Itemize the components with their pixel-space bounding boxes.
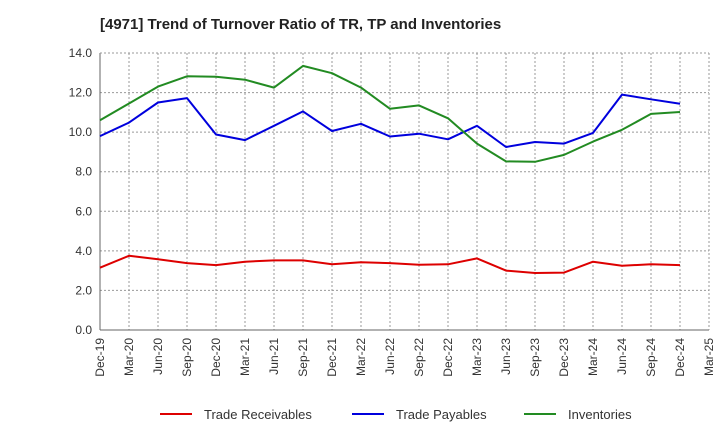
x-tick-label: Jun-24 <box>615 338 629 375</box>
y-tick-label: 4.0 <box>75 244 92 258</box>
x-tick-label: Jun-22 <box>383 338 397 375</box>
legend-label-trade-receivables: Trade Receivables <box>204 407 312 422</box>
x-tick-label: Dec-23 <box>557 338 571 377</box>
x-tick-label: Sep-21 <box>296 338 310 377</box>
x-tick-label: Jun-20 <box>151 338 165 375</box>
series-line-inventories <box>99 64 681 163</box>
y-tick-labels: 0.0 2.0 4.0 6.0 8.0 10.0 12.0 14.0 <box>69 46 93 337</box>
x-tick-label: Sep-20 <box>180 338 194 377</box>
y-tick-label: 10.0 <box>69 125 93 139</box>
x-tick-label: Mar-25 <box>702 338 716 376</box>
x-tick-label: Dec-19 <box>93 338 107 377</box>
y-tick-label: 12.0 <box>69 86 93 100</box>
x-tick-label: Mar-20 <box>122 338 136 376</box>
x-tick-label: Mar-24 <box>586 338 600 376</box>
series-line-trade-receivables <box>99 254 681 274</box>
y-tick-label: 6.0 <box>75 204 92 218</box>
x-tick-label: Sep-22 <box>412 338 426 377</box>
series-line-trade-payables <box>99 93 681 148</box>
x-tick-label: Dec-20 <box>209 338 223 377</box>
x-tick-labels: Dec-19 Mar-20 Jun-20 Sep-20 Dec-20 Mar-21 Jun-… <box>93 338 716 377</box>
legend-label-inventories: Inventories <box>568 407 632 422</box>
x-tick-label: Dec-24 <box>673 338 687 377</box>
y-tick-label: 8.0 <box>75 165 92 179</box>
legend: Trade Receivables Trade Payables Inventori… <box>160 407 632 422</box>
chart-title: [4971] Trend of Turnover Ratio of TR, TP… <box>100 16 501 33</box>
x-tick-label: Jun-21 <box>267 338 281 375</box>
x-tick-label: Mar-23 <box>470 338 484 376</box>
x-tick-label: Jun-23 <box>499 338 513 375</box>
series-lines <box>99 64 681 274</box>
x-tick-label: Dec-21 <box>325 338 339 377</box>
y-tick-label: 14.0 <box>69 46 93 60</box>
legend-label-trade-payables: Trade Payables <box>396 407 487 422</box>
x-tick-label: Mar-22 <box>354 338 368 376</box>
x-tick-label: Dec-22 <box>441 338 455 377</box>
x-tick-label: Sep-24 <box>644 338 658 377</box>
grid <box>100 52 709 330</box>
x-tick-label: Mar-21 <box>238 338 252 376</box>
y-tick-label: 2.0 <box>75 283 92 297</box>
y-tick-label: 0.0 <box>75 323 92 337</box>
axes <box>99 52 710 331</box>
x-tick-label: Sep-23 <box>528 338 542 377</box>
